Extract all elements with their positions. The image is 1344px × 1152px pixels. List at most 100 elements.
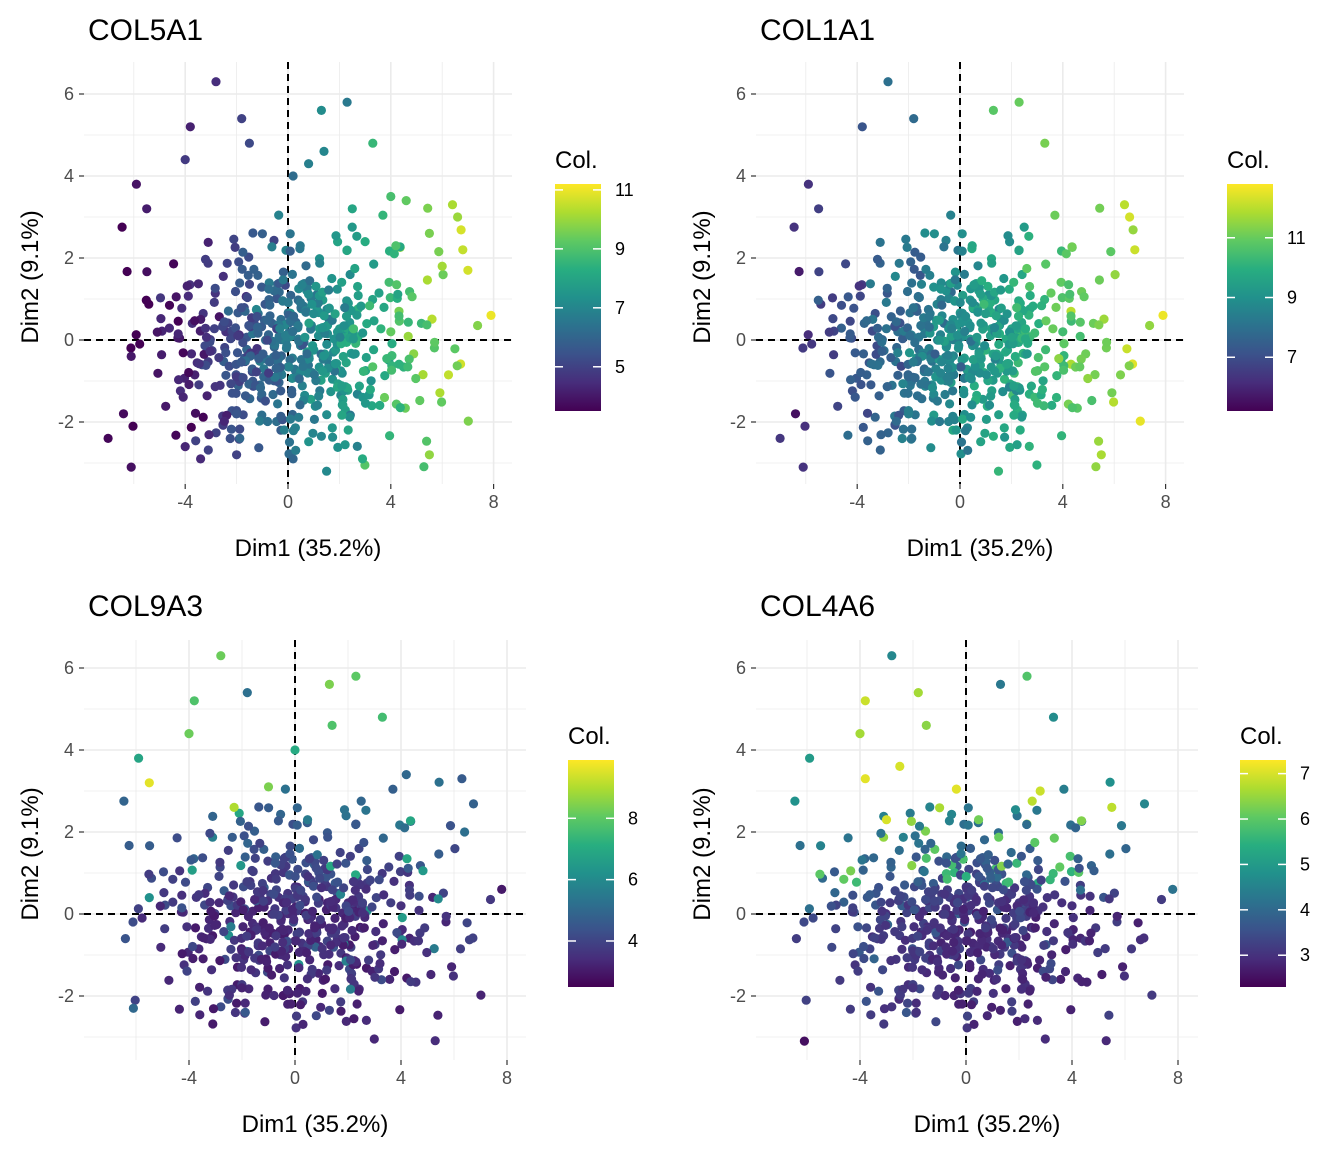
scatter-point <box>205 934 215 945</box>
scatter-point <box>264 284 274 294</box>
scatter-point <box>347 204 357 214</box>
scatter-point <box>238 373 248 383</box>
scatter-point <box>799 917 809 927</box>
scatter-point <box>1013 311 1024 321</box>
scatter-point <box>331 231 341 241</box>
scatter-point <box>437 261 447 271</box>
scatter-point <box>378 210 388 220</box>
scatter-point <box>915 984 925 994</box>
scatter-point <box>292 820 302 830</box>
scatter-point <box>984 400 995 410</box>
scatter-point <box>1048 936 1058 946</box>
scatter-point <box>931 1017 941 1027</box>
scatter-point <box>374 288 384 298</box>
scatter-point <box>265 357 275 367</box>
scatter-point <box>453 212 463 222</box>
scatter-point <box>946 210 956 220</box>
legend-tick-label: 6 <box>1300 809 1310 829</box>
scatter-point <box>335 847 345 858</box>
scatter-point <box>801 995 811 1005</box>
scatter-point <box>422 320 432 330</box>
scatter-point <box>315 915 325 925</box>
legend-title: Col. <box>1227 147 1270 174</box>
scatter-point <box>214 871 224 882</box>
scatter-point <box>301 261 311 271</box>
scatter-point <box>800 421 810 431</box>
scatter-point <box>1047 950 1057 960</box>
scatter-point <box>271 363 281 373</box>
scatter-point <box>956 437 967 447</box>
scatter-point <box>209 297 219 307</box>
scatter-point <box>879 1004 890 1014</box>
scatter-point <box>893 370 903 380</box>
scatter-point <box>301 307 311 317</box>
scatter-point <box>1094 436 1104 446</box>
scatter-point <box>874 391 884 401</box>
scatter-point <box>304 289 314 299</box>
scatter-point <box>394 311 404 321</box>
scatter-point <box>295 241 305 251</box>
scatter-point <box>476 990 486 1000</box>
scatter-point <box>907 433 917 443</box>
scatter-point <box>932 990 942 1000</box>
scatter-point <box>872 323 883 333</box>
scatter-point <box>224 891 234 901</box>
scatter-point <box>285 414 296 424</box>
scatter-point <box>996 285 1006 295</box>
scatter-point <box>437 397 447 407</box>
scatter-point <box>940 889 950 899</box>
scatter-point <box>369 259 379 269</box>
panel-col5a1: -4 0 4 8 -2 0 2 4 6 COL5A1 Dim1 (35.2%) Dim2 (9.1%)… <box>17 14 634 562</box>
scatter-point <box>1066 867 1077 877</box>
scatter-point <box>360 237 370 247</box>
scatter-point <box>332 284 342 294</box>
scatter-point <box>424 228 434 238</box>
scatter-point <box>257 941 267 951</box>
scatter-point <box>276 411 286 421</box>
scatter-point <box>1119 200 1130 210</box>
scatter-point <box>337 410 347 420</box>
scatter-point <box>348 877 359 887</box>
scatter-point <box>1035 786 1045 796</box>
scatter-point <box>394 851 404 861</box>
scatter-point <box>1055 862 1065 872</box>
scatter-point <box>316 1002 326 1012</box>
scatter-point <box>906 816 917 827</box>
scatter-point <box>1032 460 1042 470</box>
scatter-point <box>450 844 460 854</box>
scatter-point <box>1019 895 1029 905</box>
scatter-point <box>1032 398 1043 408</box>
scatter-point <box>384 862 394 872</box>
scatter-point <box>361 352 371 363</box>
scatter-point <box>1067 403 1077 413</box>
scatter-point <box>862 316 872 326</box>
scatter-point <box>836 323 847 333</box>
scatter-point <box>324 303 334 313</box>
scatter-point <box>128 917 138 927</box>
scatter-point <box>315 258 325 268</box>
scatter-point <box>1128 225 1138 235</box>
scatter-point <box>1012 440 1022 450</box>
scatter-point <box>423 203 433 213</box>
scatter-point <box>350 885 360 895</box>
scatter-point <box>194 359 204 369</box>
scatter-point <box>392 280 402 290</box>
color-legend: Col. 7 9 11 <box>1227 147 1306 411</box>
y-tick-label: 2 <box>736 248 746 268</box>
scatter-point <box>962 1023 972 1033</box>
scatter-point <box>789 222 799 232</box>
scatter-point <box>973 974 984 984</box>
scatter-point <box>293 864 303 874</box>
scatter-point <box>271 874 281 884</box>
scatter-point <box>933 957 943 967</box>
scatter-point <box>1034 319 1044 329</box>
scatter-point <box>389 876 399 887</box>
scatter-point <box>1042 893 1052 903</box>
y-tick-label: 6 <box>64 658 74 678</box>
scatter-point <box>189 696 199 706</box>
scatter-point <box>304 929 314 939</box>
scatter-point <box>1026 381 1036 391</box>
scatter-point <box>979 835 990 845</box>
scatter-point <box>902 323 913 333</box>
